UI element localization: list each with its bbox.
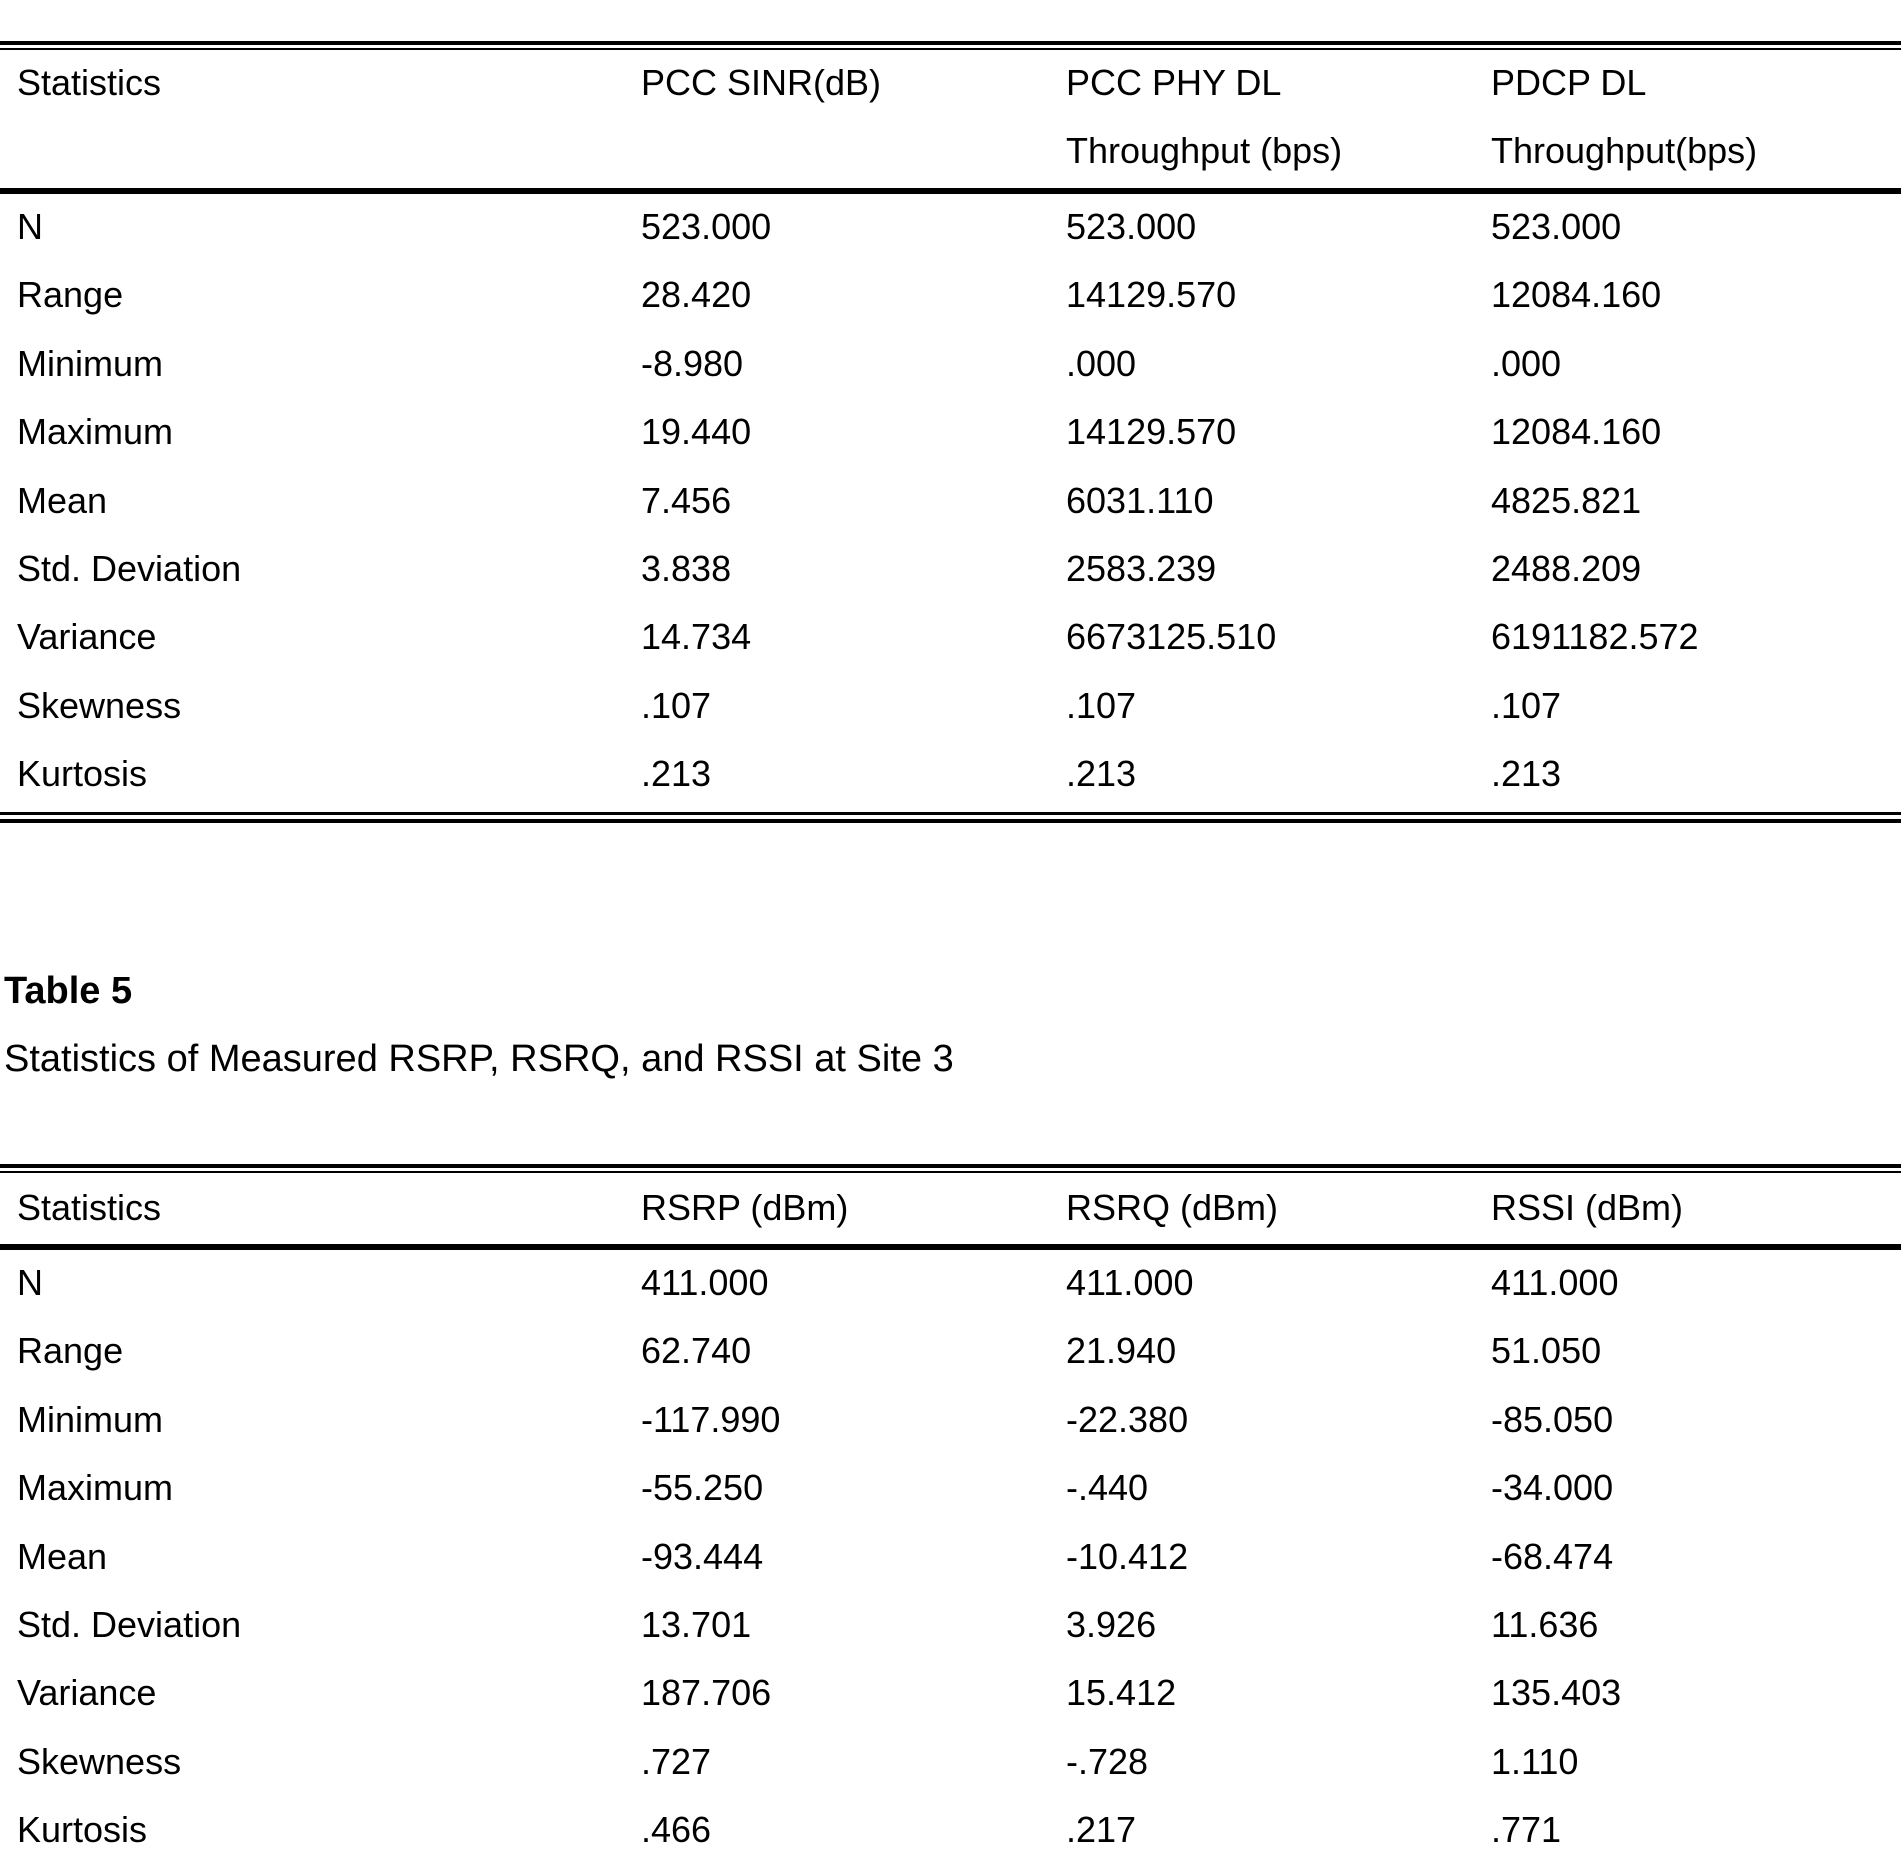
cell-value: -68.474 — [1491, 1535, 1614, 1577]
cell-value: 6673125.510 — [1066, 616, 1277, 658]
cell-value: .000 — [1066, 342, 1137, 384]
row-label: N — [17, 206, 43, 247]
page: {"table1": {"header": [["Statistics"], [… — [0, 41, 1901, 1851]
table-rule — [0, 812, 1901, 815]
row-label: Kurtosis — [17, 753, 148, 795]
cell-value: 14129.570 — [1066, 274, 1237, 316]
cell-value: -22.380 — [1066, 1398, 1189, 1440]
header-cell: PDCP DL — [1491, 62, 1647, 103]
row-label: Range — [17, 274, 124, 316]
cell-value: 523.000 — [1066, 206, 1197, 247]
table-label: Table 5 — [4, 970, 133, 1012]
cell-value: .217 — [1066, 1809, 1137, 1851]
cell-value: 2488.209 — [1491, 548, 1642, 589]
header-cell: Throughput (bps) — [1066, 130, 1343, 171]
cell-value: .213 — [1066, 753, 1137, 795]
header-cell: Throughput(bps) — [1491, 130, 1758, 171]
table-rule — [0, 48, 1901, 50]
cell-value: 14.734 — [641, 616, 752, 658]
cell-value: 51.050 — [1491, 1330, 1602, 1372]
row-label: Skewness — [17, 1740, 182, 1782]
header-cell: RSRP (dBm) — [641, 1187, 849, 1228]
cell-value: 12084.160 — [1491, 411, 1662, 453]
cell-value: -.440 — [1066, 1467, 1149, 1509]
header-cell: Statistics — [17, 1187, 162, 1228]
cell-value: -34.000 — [1491, 1467, 1614, 1509]
cell-value: 1.110 — [1491, 1740, 1579, 1782]
cell-value: 4825.821 — [1491, 479, 1642, 521]
cell-value: 6191182.572 — [1491, 616, 1699, 658]
table-rule — [0, 41, 1901, 45]
cell-value: 411.000 — [1066, 1262, 1194, 1303]
table-rule — [0, 1164, 1901, 1168]
cell-value: .466 — [641, 1809, 712, 1851]
cell-value: 187.706 — [641, 1672, 772, 1714]
cell-value: 6031.110 — [1066, 479, 1214, 521]
table-rule — [0, 819, 1901, 823]
table-rule — [0, 188, 1901, 194]
table-caption: Statistics of Measured RSRP, RSRQ, and R… — [4, 1038, 954, 1080]
cell-value: 15.412 — [1066, 1672, 1177, 1714]
cell-value: -8.980 — [641, 342, 744, 384]
row-label: Minimum — [17, 1398, 164, 1440]
cell-value: 11.636 — [1491, 1604, 1599, 1645]
row-label: Std. Deviation — [17, 548, 242, 589]
cell-value: 19.440 — [641, 411, 752, 453]
row-label: Kurtosis — [17, 1809, 148, 1851]
cell-value: 411.000 — [641, 1262, 769, 1303]
cell-value: .107 — [1066, 684, 1137, 726]
cell-value: 523.000 — [641, 206, 772, 247]
row-label: Range — [17, 1330, 124, 1372]
header-cell: RSRQ (dBm) — [1066, 1187, 1279, 1228]
table-rule — [0, 1171, 1901, 1173]
cell-value: 21.940 — [1066, 1330, 1177, 1372]
cell-value: 2583.239 — [1066, 548, 1217, 589]
row-label: Maximum — [17, 1467, 174, 1509]
row-label: Mean — [17, 479, 108, 521]
row-label: Skewness — [17, 684, 182, 726]
row-label: Variance — [17, 616, 157, 658]
cell-value: -117.990 — [641, 1398, 781, 1440]
header-cell: PCC PHY DL — [1066, 62, 1282, 103]
cell-value: .107 — [1491, 684, 1562, 726]
cell-value: .000 — [1491, 342, 1562, 384]
cell-value: 7.456 — [641, 479, 732, 521]
cell-value: 523.000 — [1491, 206, 1622, 247]
cell-value: .727 — [641, 1740, 712, 1782]
cell-value: .771 — [1491, 1809, 1562, 1851]
row-label: Maximum — [17, 411, 174, 453]
cell-value: 411.000 — [1491, 1262, 1619, 1303]
header-cell: RSSI (dBm) — [1491, 1187, 1684, 1228]
row-label: Mean — [17, 1535, 108, 1577]
row-label: Variance — [17, 1672, 157, 1714]
row-label: Std. Deviation — [17, 1604, 242, 1645]
cell-value: -93.444 — [641, 1535, 764, 1577]
cell-value: -85.050 — [1491, 1398, 1614, 1440]
header-cell: PCC SINR(dB) — [641, 62, 882, 103]
cell-value: -10.412 — [1066, 1535, 1189, 1577]
cell-value: .213 — [641, 753, 712, 795]
cell-value: 3.926 — [1066, 1604, 1157, 1645]
cell-value: -.728 — [1066, 1740, 1149, 1782]
cell-value: .107 — [641, 684, 712, 726]
cell-value: 13.701 — [641, 1604, 752, 1645]
cell-value: 12084.160 — [1491, 274, 1662, 316]
header-cell: Statistics — [17, 62, 162, 103]
table-rule — [0, 1244, 1901, 1250]
cell-value: -55.250 — [641, 1467, 764, 1509]
cell-value: 14129.570 — [1066, 411, 1237, 453]
cell-value: 135.403 — [1491, 1672, 1622, 1714]
cell-value: .213 — [1491, 753, 1562, 795]
row-label: N — [17, 1262, 43, 1303]
cell-value: 62.740 — [641, 1330, 752, 1372]
cell-value: 28.420 — [641, 274, 752, 316]
row-label: Minimum — [17, 342, 164, 384]
cell-value: 3.838 — [641, 548, 732, 589]
